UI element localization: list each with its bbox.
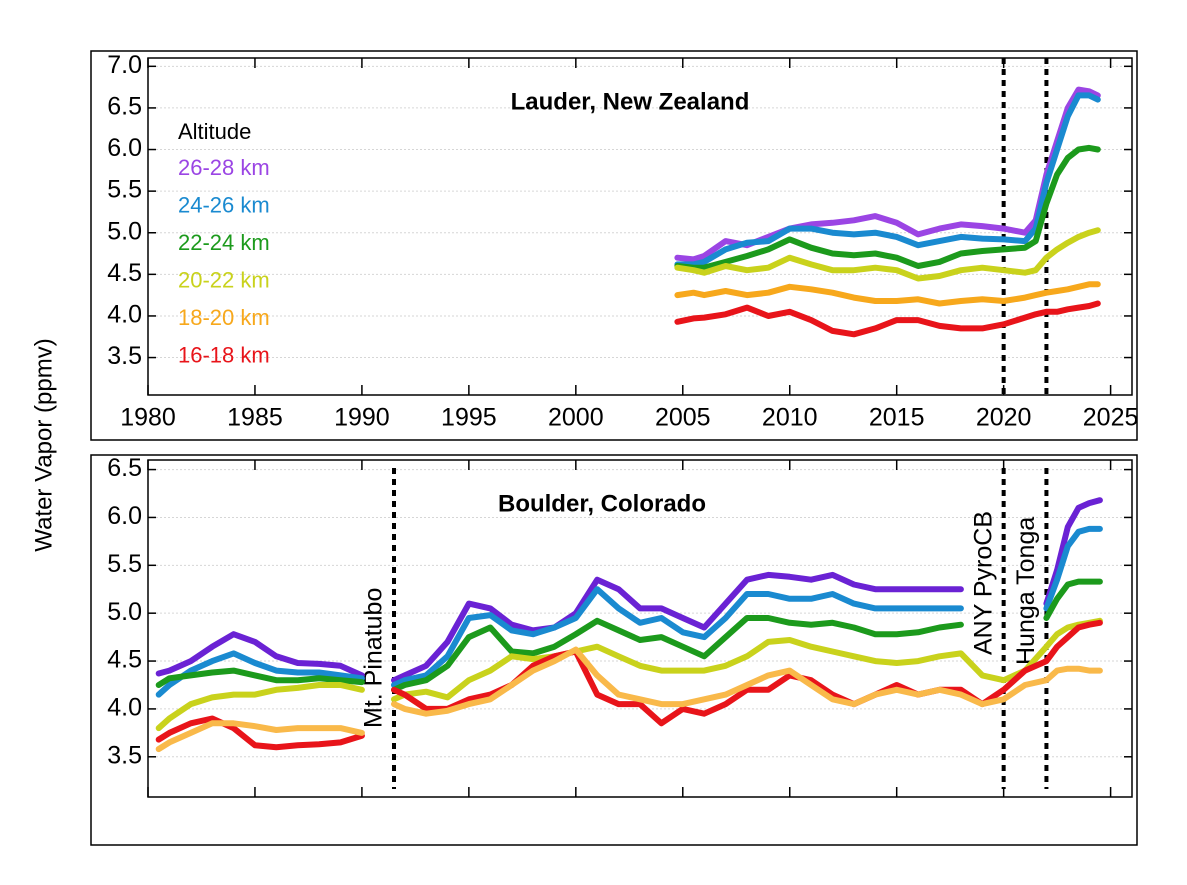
x-tick-label: 1985: [227, 404, 283, 432]
y-tick-label: 5.0: [107, 598, 142, 626]
y-tick-label: 7.0: [107, 51, 142, 79]
x-tick-label: 2010: [762, 404, 818, 432]
y-tick-label: 4.0: [107, 301, 142, 329]
x-tick-label: 2020: [976, 404, 1032, 432]
y-tick-label: 6.5: [107, 93, 142, 121]
y-tick-label: 4.0: [107, 694, 142, 722]
y-tick-label: 6.5: [107, 454, 142, 482]
legend-entry: 16-18 km: [178, 342, 270, 367]
plot-frame: [147, 57, 1133, 396]
panel-frame: [90, 50, 1138, 441]
y-tick-label: 4.5: [107, 646, 142, 674]
x-tick-label: 1995: [441, 404, 497, 432]
x-tick-label: 2005: [655, 404, 711, 432]
x-tick-label: 2000: [548, 404, 604, 432]
legend-entry: 26-28 km: [178, 155, 270, 180]
event-label: Hunga Tonga: [1012, 517, 1040, 665]
series-line: [674, 281, 1101, 307]
series-line: [674, 227, 1101, 282]
event-label: Mt. Pinatubo: [360, 588, 388, 728]
y-tick-label: 4.5: [107, 259, 142, 287]
y-tick-label: 6.0: [107, 502, 142, 530]
y-tick-label: 6.0: [107, 134, 142, 162]
y-tick-label: 5.0: [107, 217, 142, 245]
panel-frame: [90, 454, 1138, 846]
series-line: [674, 92, 1101, 268]
y-tick-label: 3.5: [107, 342, 142, 370]
series-line: [155, 646, 1103, 753]
legend-entry: 18-20 km: [178, 305, 270, 330]
series-line: [155, 578, 1103, 693]
x-tick-label: 2025: [1083, 404, 1139, 432]
event-label: ANY PyroCB: [969, 511, 997, 655]
series-line: [674, 144, 1101, 271]
legend-title: Altitude: [178, 119, 251, 144]
legend-entry: 20-22 km: [178, 267, 270, 292]
y-tick-label: 5.5: [107, 550, 142, 578]
chart-title: Lauder, New Zealand: [511, 88, 750, 115]
y-tick-label: 3.5: [107, 741, 142, 769]
plot-frame: [147, 459, 1133, 798]
legend-entry: 22-24 km: [178, 230, 270, 255]
x-tick-label: 1990: [334, 404, 390, 432]
chart-title: Boulder, Colorado: [498, 490, 706, 517]
y-tick-label: 5.5: [107, 176, 142, 204]
series-line: [155, 525, 1103, 698]
x-tick-label: 1980: [120, 404, 176, 432]
x-tick-label: 2015: [869, 404, 925, 432]
y-axis-label: Water Vapor (ppmv): [30, 338, 57, 551]
legend-entry: 24-26 km: [178, 192, 270, 217]
series-line: [674, 300, 1101, 338]
